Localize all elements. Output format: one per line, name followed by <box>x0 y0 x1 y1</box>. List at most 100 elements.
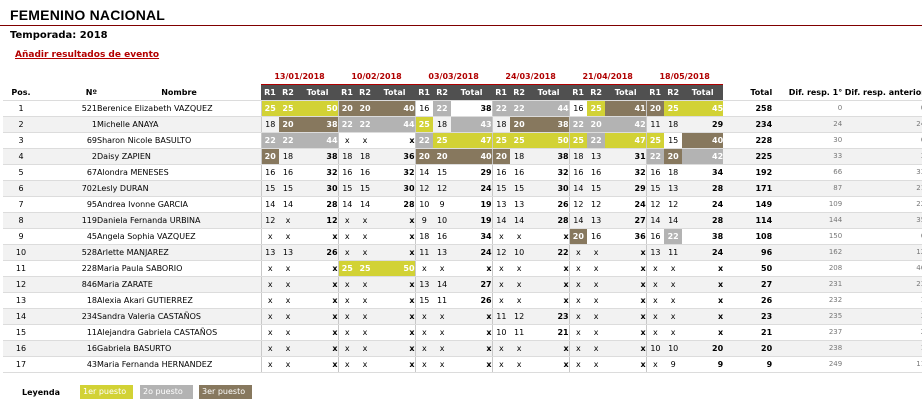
position-cell: 8 <box>3 212 39 229</box>
competitor-name-cell: Alexia Akari GUTIERREZ <box>97 292 261 309</box>
event-total-cell: x <box>605 324 647 341</box>
event-date-3: 03/03/2018 <box>415 69 493 85</box>
table-row: 14 234 Sandra Valeria CASTAÑOS x x x x x x x x x 11 1… <box>3 308 922 325</box>
competitor-name-cell: Maria ZARATE <box>97 276 261 293</box>
round-1-score-cell: 16 <box>414 100 434 117</box>
round-1-score-cell: x <box>414 260 434 277</box>
round-1-score-cell: 9 <box>414 212 434 229</box>
table-row: 16 16 Gabriela BASURTO x x x x x x x x x x x x x x x 10 10 2… <box>3 340 922 357</box>
competitor-name-cell: Alejandra Gabriela CASTAÑOS <box>97 324 261 341</box>
diff-first-cell: 208 <box>772 260 843 277</box>
round-1-score-cell: x <box>337 212 357 229</box>
round-2-score-cell: x <box>356 340 375 357</box>
round-1-score-cell: x <box>645 356 665 373</box>
round-2-score-cell: 14 <box>356 196 375 213</box>
position-cell: 15 <box>3 324 39 341</box>
round-1-score-cell: 16 <box>491 164 511 181</box>
round-2-score-cell: 18 <box>279 148 297 165</box>
competitor-name-cell: Alondra MENESES <box>97 164 261 181</box>
round-1-score-cell: 12 <box>260 212 279 229</box>
competitor-number-cell: 67 <box>39 164 97 181</box>
position-cell: 2 <box>3 116 39 133</box>
round-2-score-cell: 25 <box>510 132 529 149</box>
col-r2: R2 <box>510 84 529 101</box>
competitor-number-cell: 1 <box>39 116 97 133</box>
grand-total-cell: 20 <box>723 340 773 357</box>
round-1-score-cell: 20 <box>568 228 588 245</box>
event-date-4: 24/03/2018 <box>492 69 570 85</box>
grand-total-cell: 50 <box>723 260 773 277</box>
grand-total-cell: 21 <box>723 324 773 341</box>
round-2-score-cell: 16 <box>510 164 529 181</box>
round-2-score-cell: x <box>587 292 606 309</box>
round-2-score-cell: x <box>279 228 297 245</box>
event-total-cell: x <box>682 308 724 325</box>
event-total-cell: 32 <box>605 164 647 181</box>
event-total-cell: x <box>297 308 339 325</box>
round-2-score-cell: x <box>664 308 683 325</box>
table-row: 5 67 Alondra MENESES 16 16 32 16 16 32 14 15 29 16 16… <box>3 164 922 181</box>
round-1-score-cell: 13 <box>260 244 279 261</box>
col-r1: R1 <box>261 84 279 101</box>
round-2-score-cell: 10 <box>664 340 683 357</box>
competitor-number-cell: 95 <box>39 196 97 213</box>
col-grand-total: Total <box>723 84 773 101</box>
position-cell: 3 <box>3 132 39 149</box>
event-total-cell: x <box>528 340 570 357</box>
round-2-score-cell: x <box>587 356 606 373</box>
event-total-cell: 23 <box>528 308 570 325</box>
round-2-score-cell: x <box>433 308 452 325</box>
position-cell: 1 <box>3 100 39 117</box>
col-r2: R2 <box>356 84 375 101</box>
competitor-number-cell: 528 <box>39 244 97 261</box>
round-2-score-cell: 25 <box>356 260 375 277</box>
event-total-cell: 38 <box>451 100 493 117</box>
round-1-score-cell: 14 <box>414 164 434 181</box>
event-total-cell: 22 <box>528 244 570 261</box>
event-total-cell: x <box>682 292 724 309</box>
round-1-score-cell: x <box>568 308 588 325</box>
round-2-score-cell: x <box>356 292 375 309</box>
event-total-cell: 12 <box>297 212 339 229</box>
round-1-score-cell: x <box>337 308 357 325</box>
round-1-score-cell: x <box>491 276 511 293</box>
table-row: 13 18 Alexia Akari GUTIERREZ x x x x x x 15 11 26 x x… <box>3 292 922 309</box>
round-1-score-cell: 15 <box>337 180 357 197</box>
grand-total-cell: 258 <box>723 100 773 117</box>
round-2-score-cell: 22 <box>510 100 529 117</box>
grand-total-cell: 108 <box>723 228 773 245</box>
event-total-cell: x <box>374 356 416 373</box>
grand-total-cell: 114 <box>723 212 773 229</box>
round-1-score-cell: 12 <box>414 180 434 197</box>
diff-prev-cell: 6 <box>842 132 922 149</box>
diff-first-cell: 109 <box>772 196 843 213</box>
event-total-cell: 21 <box>528 324 570 341</box>
event-total-cell: 44 <box>374 116 416 133</box>
col-num: Nº <box>39 84 97 101</box>
round-2-score-cell: x <box>279 260 297 277</box>
round-1-score-cell: 10 <box>491 324 511 341</box>
event-total-cell: x <box>297 228 339 245</box>
diff-prev-cell: 33 <box>842 164 922 181</box>
position-cell: 12 <box>3 276 39 293</box>
round-2-score-cell: 16 <box>279 164 297 181</box>
event-total-cell: 32 <box>374 164 416 181</box>
event-total-cell: 44 <box>297 132 339 149</box>
round-2-score-cell: 25 <box>433 132 452 149</box>
round-1-score-cell: 14 <box>645 212 665 229</box>
event-total-cell: 29 <box>682 116 724 133</box>
diff-first-cell: 249 <box>772 356 843 373</box>
diff-first-cell: 231 <box>772 276 843 293</box>
round-2-score-cell: x <box>510 260 529 277</box>
add-event-results-link[interactable]: Añadir resultados de evento <box>15 50 160 60</box>
competitor-number-cell: 119 <box>39 212 97 229</box>
round-1-score-cell: 18 <box>260 116 279 133</box>
competitor-name-cell: Angela Sophia VAZQUEZ <box>97 228 261 245</box>
round-2-score-cell: x <box>356 276 375 293</box>
round-1-score-cell: 20 <box>414 148 434 165</box>
event-total-cell: 30 <box>297 180 339 197</box>
round-2-score-cell: 22 <box>664 228 683 245</box>
round-2-score-cell: 11 <box>664 244 683 261</box>
round-1-score-cell: 20 <box>337 100 357 117</box>
legend-first-place: 1er puesto <box>80 385 133 399</box>
